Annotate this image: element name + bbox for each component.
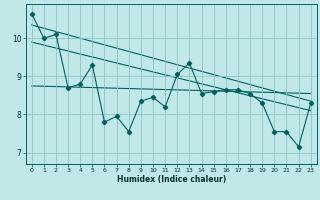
X-axis label: Humidex (Indice chaleur): Humidex (Indice chaleur) bbox=[116, 175, 226, 184]
